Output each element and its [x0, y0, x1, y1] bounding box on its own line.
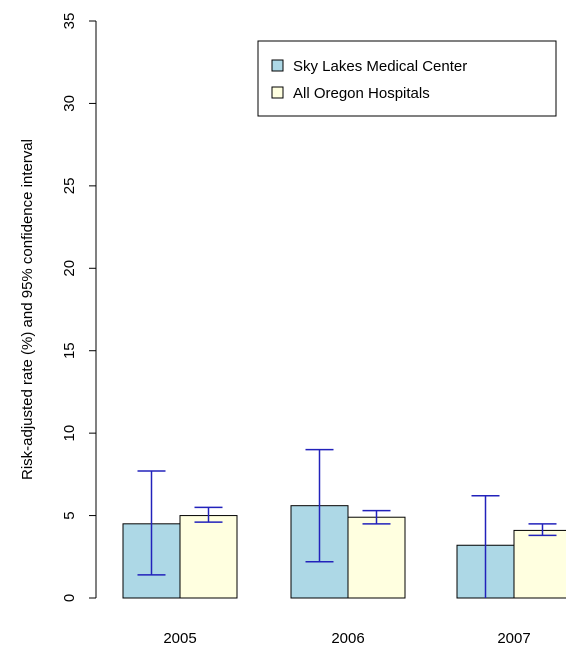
bar-all-oregon-2005: [179, 515, 238, 599]
x-tick-label-2006: 2006: [331, 630, 364, 647]
y-axis: 0 5 10 15 20 25 30 35: [61, 13, 97, 602]
error-bar-all-oregon-2007: [528, 523, 557, 537]
y-tick-label: 20: [61, 260, 78, 277]
bars: [122, 505, 566, 599]
error-bar-sky-lakes-2006: [305, 448, 334, 563]
error-bar-all-oregon-2005: [194, 506, 223, 523]
bar-all-oregon-2006: [347, 516, 406, 599]
y-tick-label: 35: [61, 13, 78, 30]
y-tick-label: 0: [61, 594, 78, 602]
bar-all-oregon-2007: [513, 529, 566, 599]
y-tick-label: 30: [61, 95, 78, 112]
error-bar-all-oregon-2006: [362, 509, 391, 525]
x-labels: 2005 2006 2007: [163, 630, 530, 647]
legend-label-all-oregon: All Oregon Hospitals: [293, 85, 430, 102]
y-axis-title: Risk-adjusted rate (%) and 95% confidenc…: [19, 139, 36, 480]
y-tick-label: 25: [61, 178, 78, 195]
legend: Sky Lakes Medical Center All Oregon Hospi…: [257, 40, 557, 117]
legend-swatch-sky-lakes: [271, 59, 284, 72]
y-tick-label: 10: [61, 425, 78, 442]
error-bar-sky-lakes-2005: [137, 470, 166, 576]
error-bars: [137, 448, 557, 598]
x-tick-label-2005: 2005: [163, 630, 196, 647]
legend-label-sky-lakes: Sky Lakes Medical Center: [293, 58, 467, 75]
y-tick-label: 5: [61, 511, 78, 519]
y-tick-label: 15: [61, 342, 78, 359]
error-bar-sky-lakes-2007: [471, 495, 500, 598]
x-tick-label-2007: 2007: [497, 630, 530, 647]
legend-swatch-all-oregon: [271, 86, 284, 99]
legend-box: [257, 40, 557, 117]
